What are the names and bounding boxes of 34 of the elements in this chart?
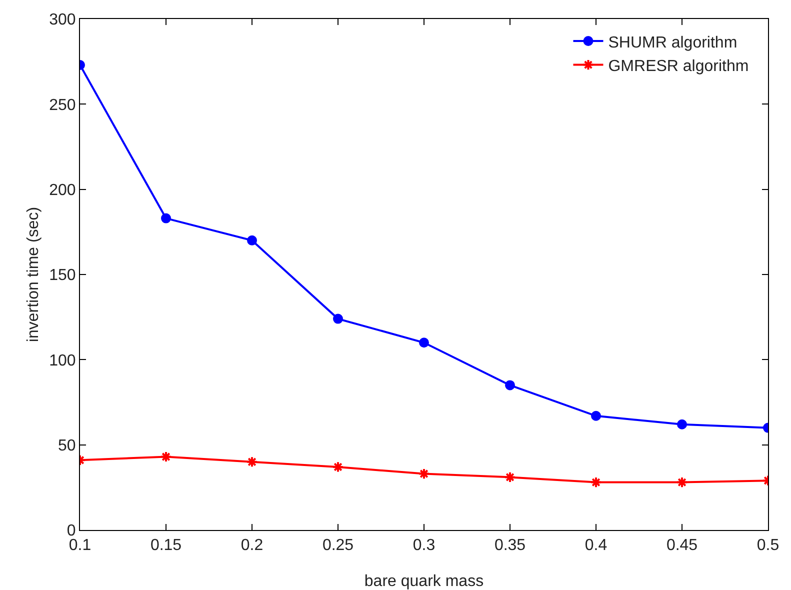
point (332, 461, 344, 473)
y-tick-label: 150 (49, 267, 76, 284)
point (333, 314, 343, 324)
x-tick-label: 0.45 (666, 537, 698, 554)
x-axis-title: bare quark mass (364, 573, 484, 590)
x-tick-label: 0.1 (68, 537, 92, 554)
x-tick-label: 0.5 (756, 537, 780, 554)
legend-label: SHUMR algorithm (608, 34, 738, 52)
point (590, 476, 602, 488)
x-tick-label: 0.2 (240, 537, 264, 554)
y-tick-label: 0 (66, 522, 76, 540)
point (504, 471, 516, 483)
y-axis-title: invertion time (sec) (25, 206, 42, 342)
y-tick-label: 50 (58, 437, 76, 454)
point (246, 456, 258, 468)
y-tick-label: 100 (49, 352, 76, 370)
point (505, 380, 515, 390)
x-tick-label: 0.4 (584, 537, 608, 554)
point (418, 468, 430, 480)
x-tick-label: 0.3 (412, 537, 436, 554)
x-tick-label: 0.25 (322, 537, 354, 554)
x-tick-label: 0.35 (494, 537, 526, 554)
point (676, 476, 688, 488)
y-tick-label: 250 (49, 96, 76, 114)
y-tick-label: 200 (49, 182, 76, 199)
legend-label: GMRESR algorithm (608, 58, 749, 76)
x-tick-label: 0.15 (150, 537, 182, 554)
point (161, 213, 171, 224)
point (247, 235, 257, 246)
point (419, 338, 429, 348)
y-tick-label: 300 (49, 12, 76, 29)
point (591, 410, 601, 421)
point (160, 450, 172, 463)
point (677, 419, 687, 430)
